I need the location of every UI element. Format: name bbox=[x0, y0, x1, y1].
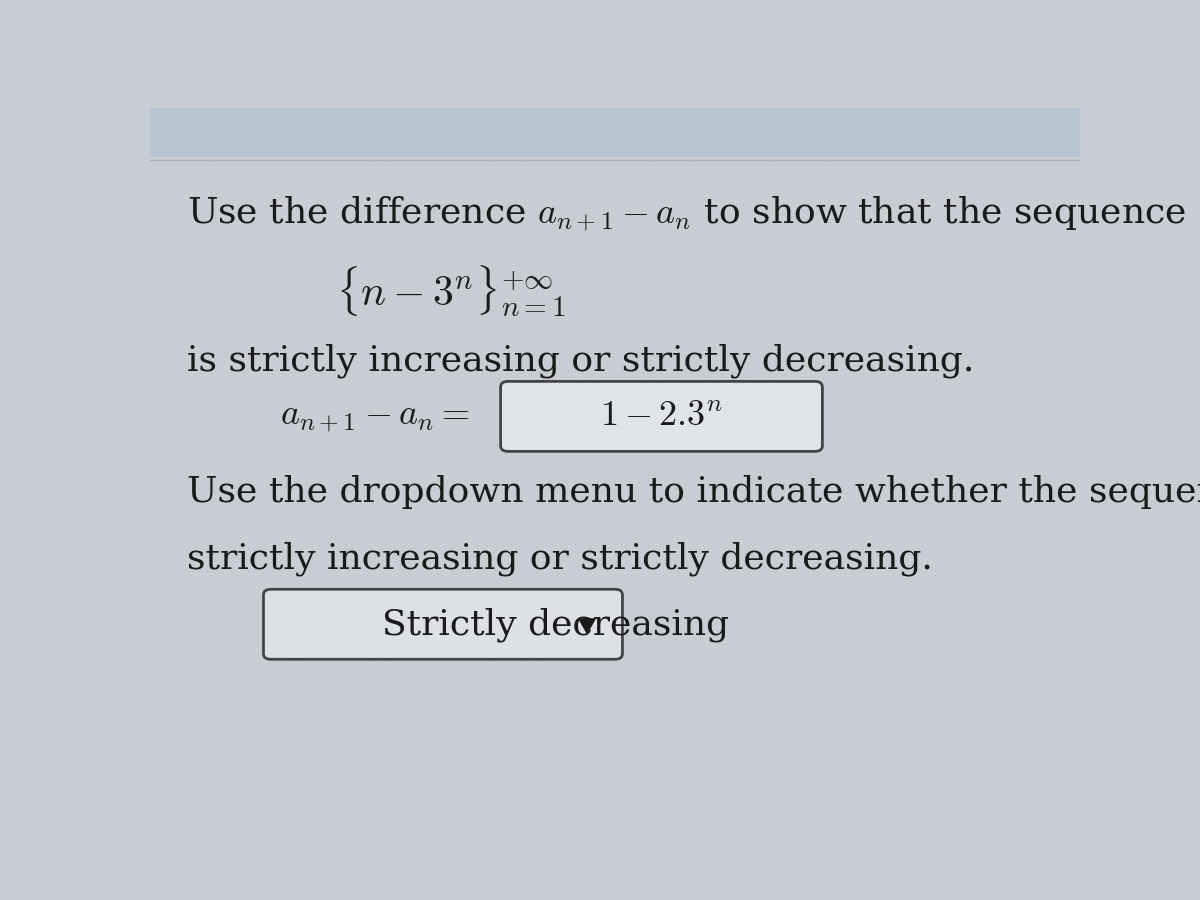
Text: is strictly increasing or strictly decreasing.: is strictly increasing or strictly decre… bbox=[187, 344, 974, 378]
FancyBboxPatch shape bbox=[264, 590, 623, 660]
FancyBboxPatch shape bbox=[500, 382, 822, 452]
Text: $\blacktriangledown$: $\blacktriangledown$ bbox=[576, 608, 598, 640]
Text: $a_{n+1} - a_n =$: $a_{n+1} - a_n =$ bbox=[281, 400, 469, 434]
Text: $1 - 2.3^n$: $1 - 2.3^n$ bbox=[600, 400, 722, 434]
Text: $\{n - 3^n\}_{n=1}^{+\infty}$: $\{n - 3^n\}_{n=1}^{+\infty}$ bbox=[336, 264, 566, 320]
Text: Use the difference $a_{n+1} - a_n$ to show that the sequence: Use the difference $a_{n+1} - a_n$ to sh… bbox=[187, 194, 1187, 232]
Text: strictly increasing or strictly decreasing.: strictly increasing or strictly decreasi… bbox=[187, 541, 934, 576]
Text: Use the dropdown menu to indicate whether the sequence is: Use the dropdown menu to indicate whethe… bbox=[187, 475, 1200, 509]
FancyBboxPatch shape bbox=[150, 108, 1080, 157]
Text: Strictly decreasing: Strictly decreasing bbox=[383, 607, 730, 642]
